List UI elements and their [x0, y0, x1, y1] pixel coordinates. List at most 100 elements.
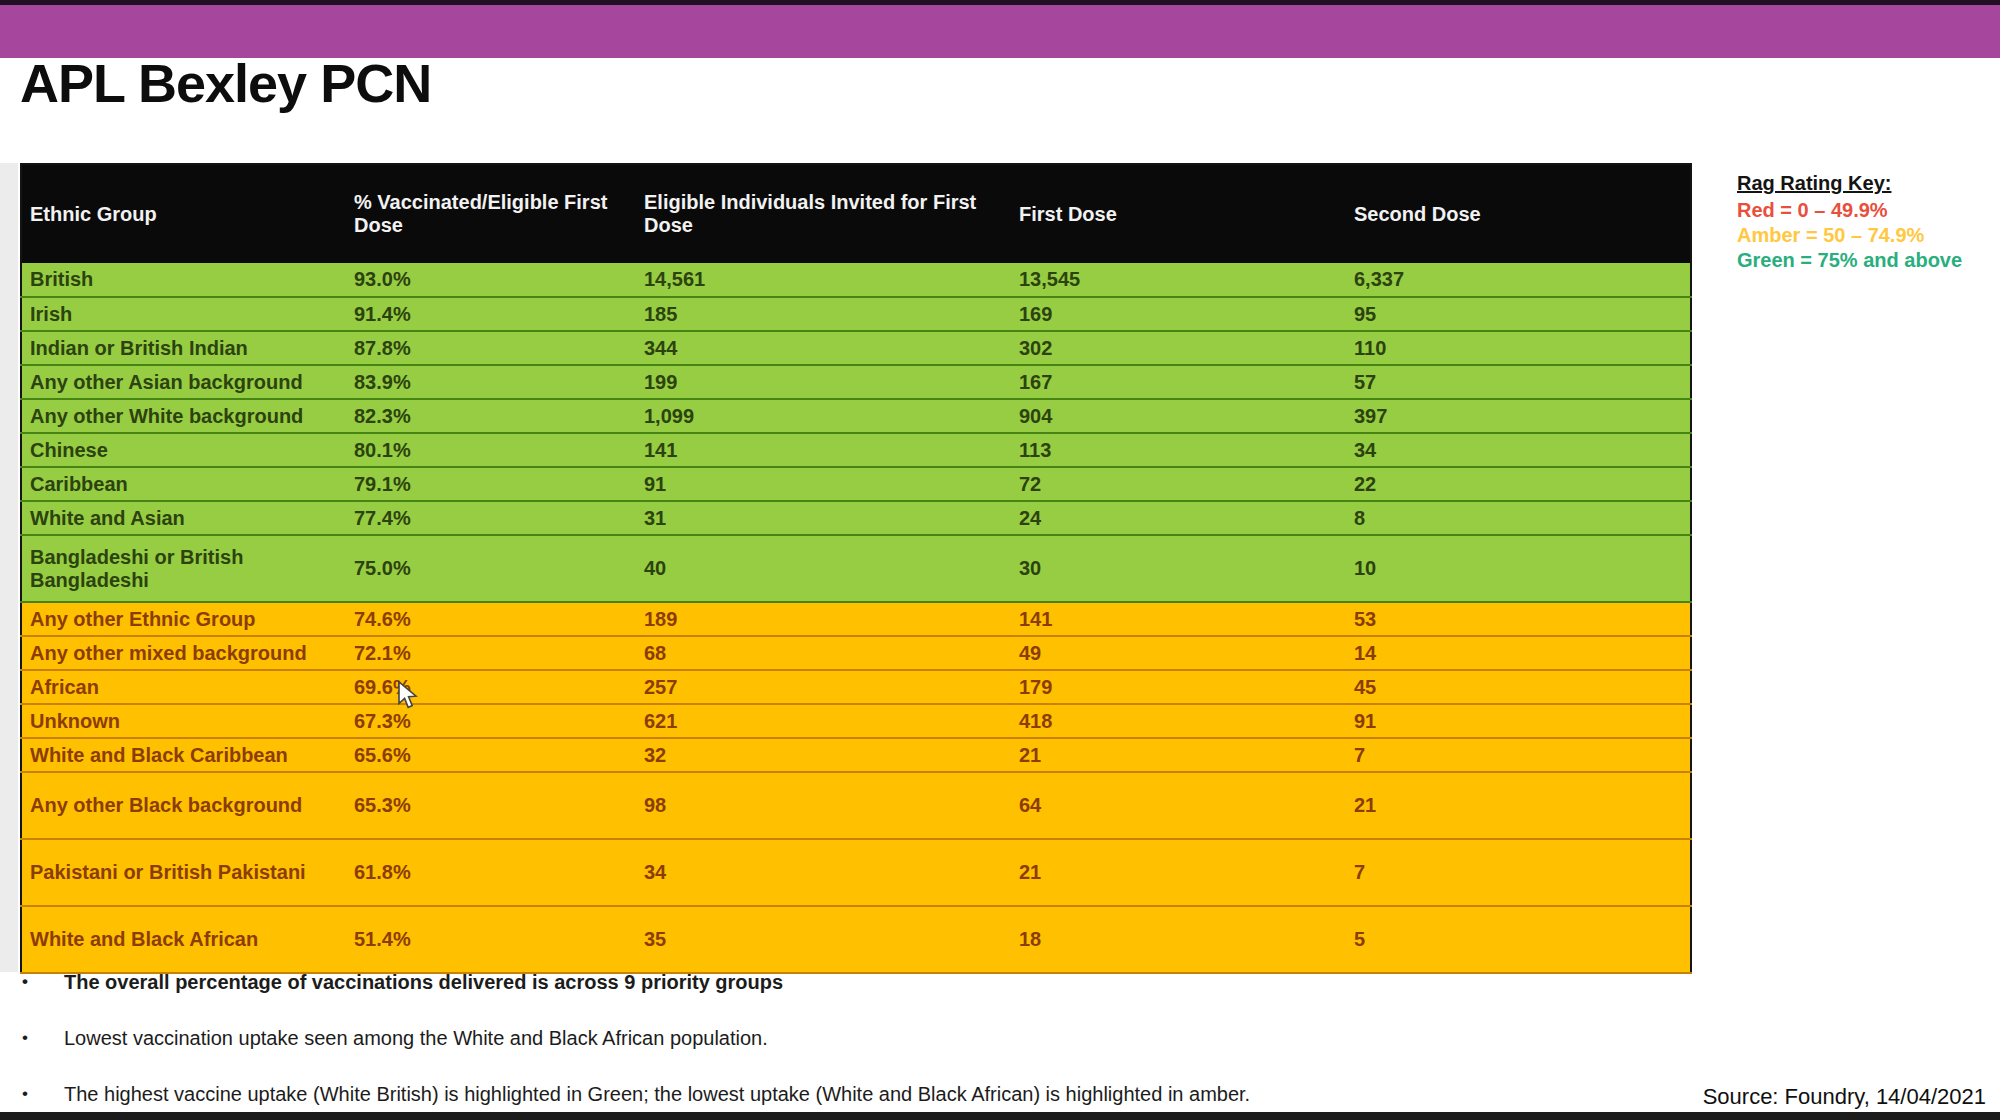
cell-invited: 344: [636, 331, 1011, 365]
cell-pct-vaccinated: 83.9%: [346, 365, 636, 399]
cell-second-dose: 21: [1346, 772, 1691, 839]
cell-invited: 91: [636, 467, 1011, 501]
top-banner-edge: [0, 0, 2000, 5]
table-header-row: Ethnic Group% Vaccinated/Eligible First …: [21, 164, 1691, 263]
table-row: Any other White background82.3%1,0999043…: [21, 399, 1691, 433]
cell-ethnic-group: Unknown: [21, 704, 346, 738]
table-row: White and Black Caribbean65.6%32217: [21, 738, 1691, 772]
cell-ethnic-group: Chinese: [21, 433, 346, 467]
cell-first-dose: 49: [1011, 636, 1346, 670]
cell-ethnic-group: Any other mixed background: [21, 636, 346, 670]
cell-ethnic-group: White and Black African: [21, 906, 346, 973]
bullet-item: Lowest vaccination uptake seen among the…: [22, 1024, 1662, 1052]
cell-invited: 40: [636, 535, 1011, 602]
rag-key-entries: Red = 0 – 49.9%Amber = 50 – 74.9%Green =…: [1737, 198, 1987, 273]
cell-invited: 32: [636, 738, 1011, 772]
cell-invited: 141: [636, 433, 1011, 467]
column-header: Ethnic Group: [21, 164, 346, 263]
cell-pct-vaccinated: 65.6%: [346, 738, 636, 772]
mouse-cursor-icon: [397, 681, 419, 711]
bullet-text: The highest vaccine uptake (White Britis…: [64, 1080, 1250, 1108]
cell-first-dose: 418: [1011, 704, 1346, 738]
cell-first-dose: 302: [1011, 331, 1346, 365]
cell-pct-vaccinated: 87.8%: [346, 331, 636, 365]
cell-ethnic-group: Any other Black background: [21, 772, 346, 839]
cell-second-dose: 7: [1346, 738, 1691, 772]
cell-second-dose: 57: [1346, 365, 1691, 399]
rag-key-entry: Red = 0 – 49.9%: [1737, 198, 1987, 223]
cell-first-dose: 18: [1011, 906, 1346, 973]
rag-key-title: Rag Rating Key:: [1737, 172, 1987, 195]
column-header: First Dose: [1011, 164, 1346, 263]
table-row: Any other Ethnic Group74.6%18914153: [21, 602, 1691, 636]
cell-second-dose: 34: [1346, 433, 1691, 467]
cell-ethnic-group: Any other Asian background: [21, 365, 346, 399]
cell-pct-vaccinated: 77.4%: [346, 501, 636, 535]
cell-first-dose: 30: [1011, 535, 1346, 602]
cell-first-dose: 169: [1011, 297, 1346, 331]
table-row: Unknown67.3%62141891: [21, 704, 1691, 738]
cell-ethnic-group: Indian or British Indian: [21, 331, 346, 365]
cell-second-dose: 110: [1346, 331, 1691, 365]
cell-invited: 257: [636, 670, 1011, 704]
cell-pct-vaccinated: 61.8%: [346, 839, 636, 906]
cell-invited: 189: [636, 602, 1011, 636]
cell-pct-vaccinated: 79.1%: [346, 467, 636, 501]
page-title: APL Bexley PCN: [20, 52, 431, 114]
cell-invited: 1,099: [636, 399, 1011, 433]
cell-second-dose: 397: [1346, 399, 1691, 433]
bullet-item: The overall percentage of vaccinations d…: [22, 968, 1662, 996]
rag-key-entry: Amber = 50 – 74.9%: [1737, 223, 1987, 248]
vaccination-table-container: Ethnic Group% Vaccinated/Eligible First …: [20, 163, 1692, 974]
cell-first-dose: 13,545: [1011, 263, 1346, 297]
cell-pct-vaccinated: 67.3%: [346, 704, 636, 738]
table-row: Chinese80.1%14111334: [21, 433, 1691, 467]
cell-first-dose: 21: [1011, 738, 1346, 772]
cell-first-dose: 21: [1011, 839, 1346, 906]
cell-ethnic-group: Any other White background: [21, 399, 346, 433]
table-row: Caribbean79.1%917222: [21, 467, 1691, 501]
cell-pct-vaccinated: 74.6%: [346, 602, 636, 636]
cell-invited: 621: [636, 704, 1011, 738]
cell-ethnic-group: African: [21, 670, 346, 704]
cell-ethnic-group: Bangladeshi or British Bangladeshi: [21, 535, 346, 602]
cell-first-dose: 167: [1011, 365, 1346, 399]
table-row: Any other Black background65.3%986421: [21, 772, 1691, 839]
cell-second-dose: 6,337: [1346, 263, 1691, 297]
cell-ethnic-group: White and Black Caribbean: [21, 738, 346, 772]
cell-invited: 68: [636, 636, 1011, 670]
cell-second-dose: 45: [1346, 670, 1691, 704]
cell-pct-vaccinated: 75.0%: [346, 535, 636, 602]
table-row: White and Black African51.4%35185: [21, 906, 1691, 973]
cell-ethnic-group: Pakistani or British Pakistani: [21, 839, 346, 906]
cell-second-dose: 14: [1346, 636, 1691, 670]
cell-second-dose: 22: [1346, 467, 1691, 501]
bullet-item: The highest vaccine uptake (White Britis…: [22, 1080, 1662, 1108]
cell-pct-vaccinated: 69.6%: [346, 670, 636, 704]
cell-ethnic-group: White and Asian: [21, 501, 346, 535]
cell-pct-vaccinated: 80.1%: [346, 433, 636, 467]
table-row: Indian or British Indian87.8%344302110: [21, 331, 1691, 365]
table-row: Bangladeshi or British Bangladeshi75.0%4…: [21, 535, 1691, 602]
source-label: Source: Foundry, 14/04/2021: [1703, 1084, 1986, 1110]
table-row: Any other Asian background83.9%19916757: [21, 365, 1691, 399]
rag-key: Rag Rating Key: Red = 0 – 49.9%Amber = 5…: [1737, 172, 1987, 273]
bullet-text: Lowest vaccination uptake seen among the…: [64, 1024, 768, 1052]
vaccination-table: Ethnic Group% Vaccinated/Eligible First …: [20, 163, 1692, 974]
page-left-gutter: [0, 163, 18, 972]
cell-ethnic-group: Caribbean: [21, 467, 346, 501]
cell-invited: 34: [636, 839, 1011, 906]
cell-ethnic-group: Any other Ethnic Group: [21, 602, 346, 636]
rag-key-entry: Green = 75% and above: [1737, 248, 1987, 273]
cell-second-dose: 10: [1346, 535, 1691, 602]
table-row: British93.0%14,56113,5456,337: [21, 263, 1691, 297]
cell-first-dose: 64: [1011, 772, 1346, 839]
column-header: Eligible Individuals Invited for First D…: [636, 164, 1011, 263]
cell-pct-vaccinated: 93.0%: [346, 263, 636, 297]
cell-pct-vaccinated: 72.1%: [346, 636, 636, 670]
cell-pct-vaccinated: 91.4%: [346, 297, 636, 331]
cell-first-dose: 141: [1011, 602, 1346, 636]
top-banner: [0, 0, 2000, 58]
table-body: British93.0%14,56113,5456,337Irish91.4%1…: [21, 263, 1691, 973]
cell-second-dose: 5: [1346, 906, 1691, 973]
